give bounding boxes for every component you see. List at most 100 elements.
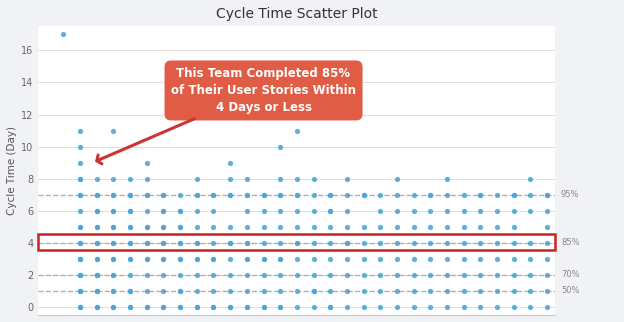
Point [359,224,369,229]
Point [392,224,402,229]
Point [75,144,85,149]
Point [142,160,152,165]
Point [208,289,218,294]
Text: 85%: 85% [561,238,580,247]
Point [292,192,302,197]
Point [359,192,369,197]
Point [309,176,319,181]
Point [292,256,302,261]
Point [475,240,485,245]
Point [158,224,168,229]
Point [309,272,319,278]
Point [175,240,185,245]
Point [426,192,436,197]
Point [275,144,285,149]
Point [192,240,202,245]
Point [375,192,385,197]
Point [292,240,302,245]
Point [409,208,419,213]
Point [125,240,135,245]
Point [292,128,302,133]
Point [459,208,469,213]
Point [426,240,436,245]
Point [375,224,385,229]
Point [75,128,85,133]
Point [125,240,135,245]
Point [109,240,119,245]
Point [225,240,235,245]
Point [175,224,185,229]
Point [525,240,535,245]
Point [342,272,352,278]
Point [325,192,335,197]
Point [142,272,152,278]
Point [208,256,218,261]
Point [459,192,469,197]
Point [208,305,218,310]
Point [475,192,485,197]
Point [525,176,535,181]
Point [509,240,519,245]
Point [75,305,85,310]
Point [175,256,185,261]
Point [92,240,102,245]
Point [142,289,152,294]
Y-axis label: Cycle Time (Day): Cycle Time (Day) [7,126,17,215]
Point [409,192,419,197]
Point [225,192,235,197]
Point [109,128,119,133]
Point [225,224,235,229]
Point [325,305,335,310]
Point [109,256,119,261]
Point [242,305,252,310]
Point [225,176,235,181]
Point [75,256,85,261]
Point [409,272,419,278]
Point [525,192,535,197]
Point [492,305,502,310]
Point [542,208,552,213]
Point [242,240,252,245]
Point [342,176,352,181]
Point [92,224,102,229]
Point [109,192,119,197]
Point [342,256,352,261]
Point [142,240,152,245]
Point [359,289,369,294]
Point [142,256,152,261]
Point [275,305,285,310]
Point [75,305,85,310]
Point [242,240,252,245]
Point [426,305,436,310]
Point [342,208,352,213]
Point [258,256,268,261]
Point [542,272,552,278]
Point [342,224,352,229]
Point [342,289,352,294]
Point [426,289,436,294]
Point [242,256,252,261]
Point [525,289,535,294]
Point [475,305,485,310]
Point [292,289,302,294]
Point [325,224,335,229]
Point [275,272,285,278]
Point [392,305,402,310]
Point [75,272,85,278]
Point [242,192,252,197]
Point [475,256,485,261]
Point [158,208,168,213]
Point [109,289,119,294]
Point [225,289,235,294]
Point [409,240,419,245]
Point [309,256,319,261]
Point [192,272,202,278]
Point [109,192,119,197]
Point [158,192,168,197]
Point [292,305,302,310]
Point [75,256,85,261]
Point [109,305,119,310]
Point [158,256,168,261]
Point [192,256,202,261]
Point [509,272,519,278]
